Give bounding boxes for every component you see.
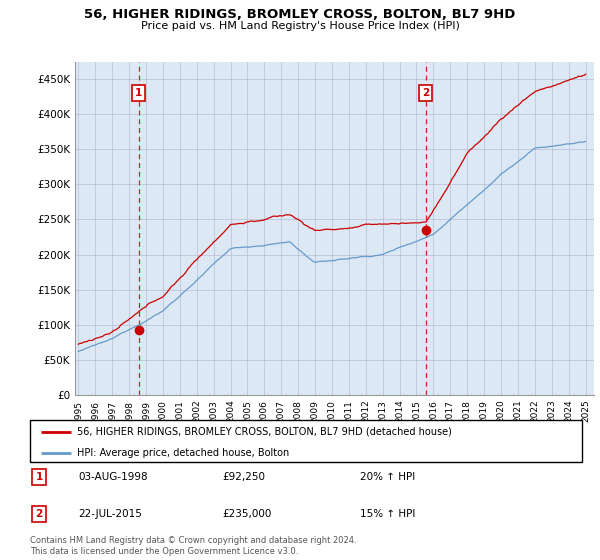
Text: 1: 1 xyxy=(135,88,143,98)
Text: 03-AUG-1998: 03-AUG-1998 xyxy=(78,472,148,482)
Text: 15% ↑ HPI: 15% ↑ HPI xyxy=(360,509,415,519)
Text: £92,250: £92,250 xyxy=(222,472,265,482)
Text: Price paid vs. HM Land Registry's House Price Index (HPI): Price paid vs. HM Land Registry's House … xyxy=(140,21,460,31)
Text: 22-JUL-2015: 22-JUL-2015 xyxy=(78,509,142,519)
Text: 20% ↑ HPI: 20% ↑ HPI xyxy=(360,472,415,482)
Text: £235,000: £235,000 xyxy=(222,509,271,519)
Text: 56, HIGHER RIDINGS, BROMLEY CROSS, BOLTON, BL7 9HD (detached house): 56, HIGHER RIDINGS, BROMLEY CROSS, BOLTO… xyxy=(77,427,452,437)
Text: Contains HM Land Registry data © Crown copyright and database right 2024.
This d: Contains HM Land Registry data © Crown c… xyxy=(30,536,356,556)
Text: HPI: Average price, detached house, Bolton: HPI: Average price, detached house, Bolt… xyxy=(77,448,289,458)
Text: 56, HIGHER RIDINGS, BROMLEY CROSS, BOLTON, BL7 9HD: 56, HIGHER RIDINGS, BROMLEY CROSS, BOLTO… xyxy=(85,8,515,21)
Text: 2: 2 xyxy=(35,509,43,519)
Text: 2: 2 xyxy=(422,88,430,98)
Text: 1: 1 xyxy=(35,472,43,482)
